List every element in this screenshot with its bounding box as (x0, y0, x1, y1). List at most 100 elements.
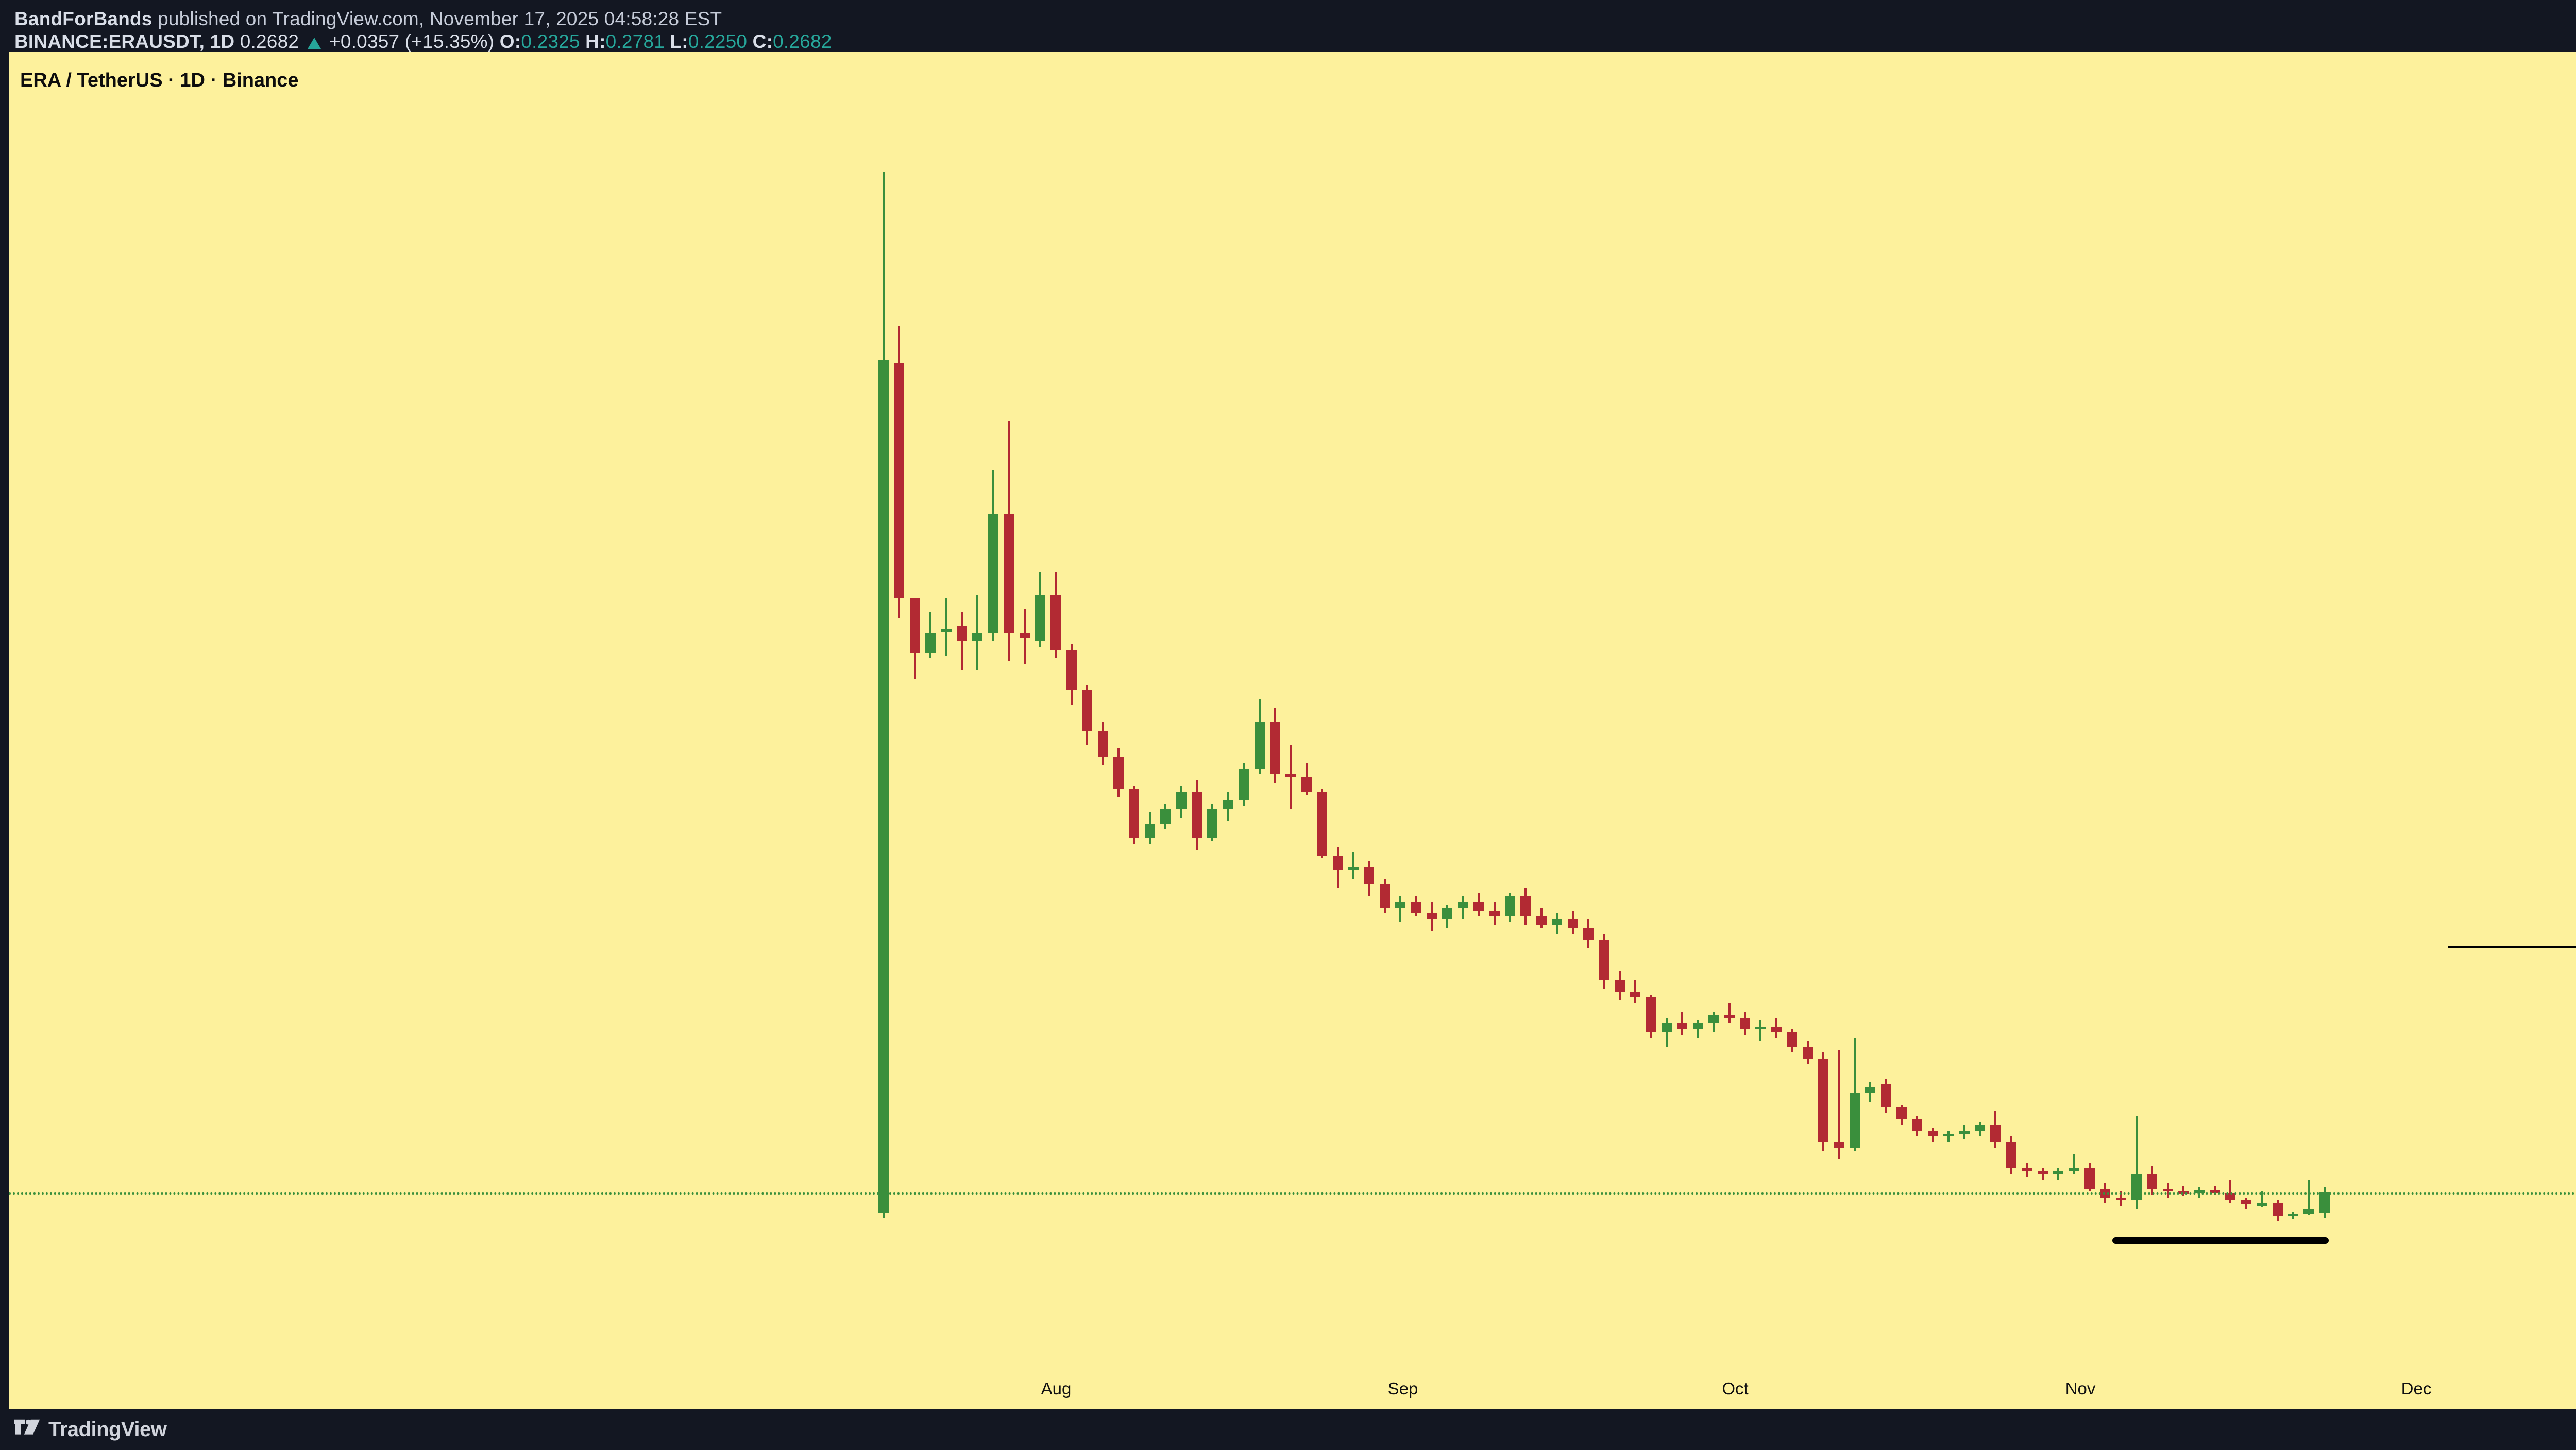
candle-body (1520, 896, 1531, 916)
candle-wick (1838, 1049, 1840, 1160)
candle-body (1348, 867, 1359, 870)
candle-wick (2057, 1168, 2059, 1180)
candle-wick (1462, 896, 1464, 919)
candle-body (1990, 1124, 2001, 1142)
candle-body (1207, 809, 1218, 839)
candle-wick (1352, 852, 1354, 879)
candle-body (1301, 777, 1312, 792)
candle-body (2006, 1142, 2016, 1169)
chart-canvas[interactable]: ERA / TetherUS · 1D · Binance USDT 2.100… (9, 52, 2576, 1409)
candle-body (1223, 800, 1233, 809)
candle-body (2210, 1190, 2220, 1193)
candle-wick (2182, 1186, 2185, 1197)
candle-body (1912, 1119, 1923, 1131)
support-level-line[interactable] (2112, 1237, 2329, 1244)
candle-body (2288, 1214, 2298, 1217)
tradingview-logo-text: TradingView (48, 1418, 167, 1441)
candle-wick (2041, 1168, 2044, 1180)
footer-bar: TradingView (0, 1409, 2576, 1450)
time-axis-tick: Dec (2401, 1379, 2432, 1398)
candle-body (2131, 1174, 2142, 1201)
candle-body (1379, 884, 1390, 908)
candle-body (1113, 757, 1124, 789)
symbol-label: BINANCE:ERAUSDT, 1D (14, 31, 235, 52)
candle-wick (1681, 1012, 1684, 1035)
high-value: 0.2781 (605, 31, 665, 52)
candle-body (1176, 792, 1187, 809)
candle-body (1066, 650, 1077, 691)
candle-wick (1759, 1020, 1762, 1041)
candle-body (909, 598, 920, 653)
candle-body (2147, 1174, 2158, 1189)
candle-body (2084, 1168, 2095, 1189)
candle-body (1411, 901, 1421, 914)
candle-body (1865, 1087, 1876, 1094)
candle-body (1802, 1047, 1813, 1059)
candle-body (2053, 1171, 2063, 1174)
candle-body (1505, 896, 1515, 916)
publish-text: published on TradingView.com, November 1… (152, 8, 722, 29)
candle-body (2022, 1168, 2032, 1171)
candle-body (1849, 1093, 1860, 1148)
candle-body (1473, 901, 1484, 911)
candle-body (1317, 792, 1328, 856)
price-up-arrow-icon (307, 38, 321, 49)
close-key: C: (752, 31, 773, 52)
candle-body (1567, 919, 1578, 928)
candle-body (1614, 980, 1625, 992)
time-axis-tick: Aug (1041, 1379, 1072, 1398)
target-line-left (2448, 946, 2576, 949)
candle-body (1771, 1026, 1782, 1032)
time-axis[interactable]: AugSepOctNovDec2026 (9, 1370, 2576, 1409)
price-change: +0.0357 (+15.35%) (329, 31, 495, 52)
candle-body (1724, 1015, 1735, 1018)
symbol-quote-line: BINANCE:ERAUSDT, 1D 0.2682 +0.0357 (+15.… (14, 31, 832, 53)
candle-wick (976, 594, 979, 670)
time-axis-tick: Nov (2065, 1379, 2096, 1398)
candle-body (1129, 789, 1140, 839)
candle-body (2319, 1192, 2330, 1214)
candle-body (1427, 913, 1437, 919)
candle-body (1270, 722, 1280, 775)
candle-body (878, 360, 889, 1213)
candle-body (1880, 1084, 1891, 1108)
candle-body (1097, 730, 1108, 757)
last-price: 0.2682 (240, 31, 299, 52)
candle-wick (1290, 745, 1292, 809)
publish-line: BandForBands published on TradingView.co… (14, 8, 722, 30)
chart-symbol-title: ERA / TetherUS · 1D · Binance (20, 70, 299, 91)
candle-body (972, 632, 983, 641)
candle-wick (1399, 896, 1402, 923)
candle-body (957, 626, 967, 641)
candle-body (988, 514, 998, 633)
candle-body (1458, 901, 1468, 908)
candle-body (2257, 1203, 2267, 1206)
open-key: O: (499, 31, 521, 52)
candle-body (1035, 594, 1045, 641)
low-key: L: (670, 31, 688, 52)
candle-body (941, 629, 952, 633)
candle-wick (1697, 1020, 1699, 1038)
candle-body (1896, 1107, 1907, 1119)
candle-body (1740, 1017, 1750, 1030)
close-value: 0.2682 (773, 31, 832, 52)
candle-body (1004, 514, 1014, 633)
candle-body (1943, 1133, 1954, 1137)
time-axis-tick: Sep (1387, 1379, 1418, 1398)
candle-body (1834, 1142, 1844, 1148)
candle-wick (945, 598, 947, 656)
low-value: 0.2250 (688, 31, 748, 52)
candle-body (1708, 1015, 1719, 1024)
candle-body (2272, 1203, 2283, 1216)
candlestick-series (9, 52, 2576, 1409)
attribution-bar: BandForBands published on TradingView.co… (0, 0, 2576, 52)
candle-body (1787, 1032, 1798, 1047)
candle-body (1489, 910, 1500, 916)
candle-body (1599, 939, 1609, 980)
candle-body (1536, 916, 1547, 925)
candle-body (2069, 1168, 2079, 1171)
candle-wick (2136, 1116, 2138, 1209)
tradingview-mark-icon (14, 1419, 40, 1435)
candle-wick (1666, 1017, 1668, 1047)
candle-body (894, 363, 905, 598)
